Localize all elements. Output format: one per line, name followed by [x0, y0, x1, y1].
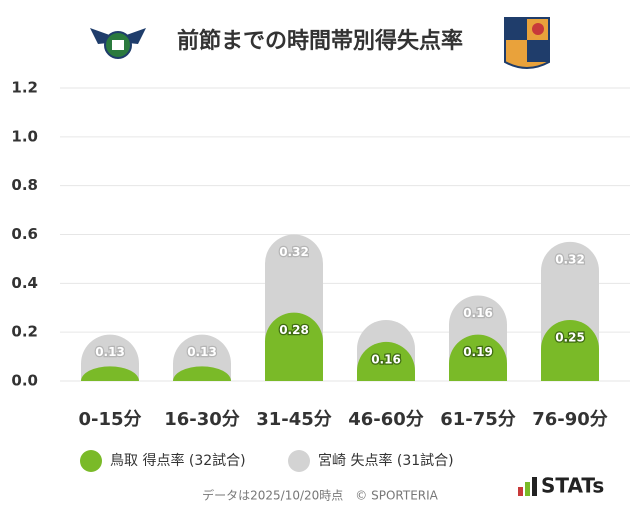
- legend-label: 鳥取 得点率 (32試合): [110, 452, 246, 469]
- away-logo: [504, 17, 550, 69]
- bar: [81, 366, 139, 381]
- value-label: 0.19: [463, 345, 493, 359]
- y-tick-label: 0.2: [11, 323, 38, 341]
- y-tick-label: 1.0: [11, 127, 38, 145]
- legend-swatch: [288, 450, 310, 472]
- legend-swatch: [80, 450, 102, 472]
- brand-logo: STATs: [518, 474, 604, 498]
- value-label: 0.16: [371, 352, 401, 366]
- y-tick-label: 0.0: [11, 372, 38, 390]
- x-tick-label: 31-45分: [256, 409, 332, 430]
- bar: [541, 319, 599, 381]
- legend-label: 宮崎 失点率 (31試合): [318, 452, 454, 469]
- value-label: 0.25: [555, 330, 585, 344]
- chart-title: 前節までの時間帯別得失点率: [177, 28, 463, 54]
- value-label: 0.32: [555, 252, 585, 266]
- value-label: 0.16: [463, 306, 493, 320]
- brand: STATs: [541, 474, 604, 498]
- home-logo: [90, 28, 146, 59]
- footnote: データは2025/10/20時点 © SPORTERIA: [202, 488, 439, 503]
- bar: [265, 312, 323, 381]
- y-tick-label: 0.6: [11, 225, 38, 243]
- y-tick-label: 1.2: [11, 79, 38, 97]
- x-tick-label: 16-30分: [164, 409, 240, 430]
- value-label: 0.13: [187, 345, 217, 359]
- value-label: 0.13: [95, 345, 125, 359]
- x-tick-label: 46-60分: [348, 409, 424, 430]
- legend: 鳥取 得点率 (32試合) 宮崎 失点率 (31試合): [80, 450, 454, 472]
- value-label: 0.32: [279, 245, 309, 259]
- x-tick-label: 76-90分: [532, 409, 608, 430]
- x-tick-label: 61-75分: [440, 409, 516, 430]
- bar: [449, 334, 507, 381]
- bar: [357, 341, 415, 381]
- y-tick-label: 0.4: [11, 274, 38, 292]
- value-label: 0.28: [279, 323, 309, 337]
- x-tick-label: 0-15分: [78, 409, 141, 430]
- y-tick-label: 0.8: [11, 176, 38, 194]
- bar: [173, 366, 231, 381]
